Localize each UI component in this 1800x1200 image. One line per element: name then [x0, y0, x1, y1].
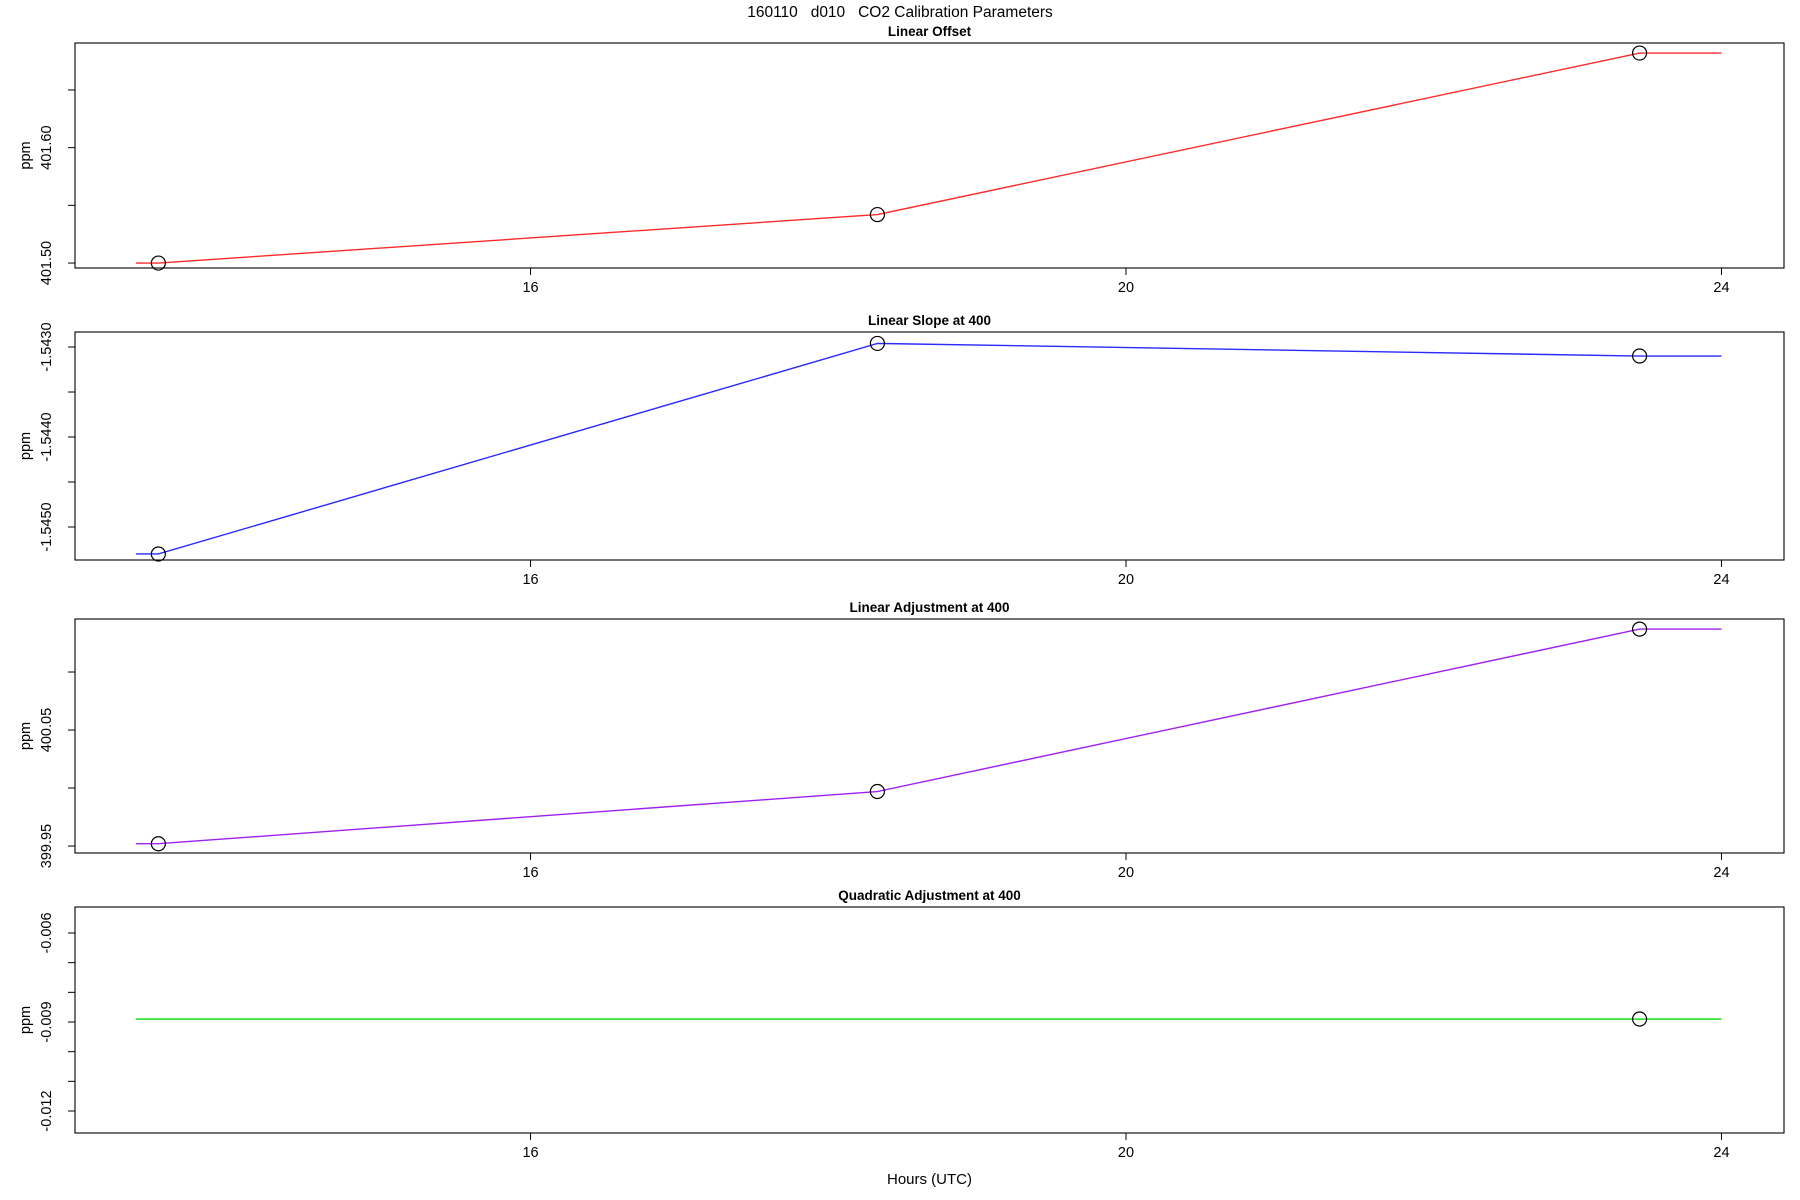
series-line [136, 628, 1722, 845]
y-tick-label: 401.60 [39, 125, 55, 169]
plot-border [74, 906, 1785, 1134]
page-title: 160110 d010 CO2 Calibration Parameters [747, 4, 1053, 21]
data-point-marker [869, 206, 885, 223]
x-tick-label: 16 [522, 1145, 538, 1161]
panel-title: Quadratic Adjustment at 400 [838, 888, 1021, 903]
panel-title: Linear Adjustment at 400 [849, 600, 1009, 615]
data-point-marker [150, 836, 166, 852]
data-point-marker [869, 335, 885, 352]
data-point-marker [1631, 45, 1648, 61]
x-tick-label: 20 [1118, 572, 1134, 588]
x-tick-label: 20 [1118, 865, 1134, 881]
series-line [136, 342, 1722, 555]
y-tick-label: 399.95 [39, 824, 55, 868]
data-point-marker [1631, 1011, 1648, 1027]
plot-border [74, 42, 1785, 269]
panel-quadratic-adjustment-at-400: Quadratic Adjustment at 400 ppm -0.012 -0.0… [18, 888, 1785, 1161]
data-point-marker [1631, 348, 1648, 364]
y-tick-label: 401.50 [39, 241, 55, 285]
x-tick-label: 24 [1713, 280, 1729, 296]
panel-linear-offset: Linear Offset ppm 401.50 401.60 16 20 24 [18, 24, 1785, 296]
series-line [136, 52, 1722, 264]
x-tick-label: 20 [1118, 1145, 1134, 1161]
x-tick-label: 16 [522, 280, 538, 296]
y-axis-label: ppm [18, 722, 34, 750]
x-tick-label: 24 [1713, 865, 1729, 881]
data-point-marker [150, 255, 166, 271]
plot-border [74, 331, 1785, 561]
y-axis-label: ppm [18, 141, 34, 169]
data-point-marker [150, 546, 166, 562]
y-tick-label: 400.05 [39, 708, 55, 752]
x-tick-label: 20 [1118, 280, 1134, 296]
y-tick-label: -0.006 [39, 912, 55, 953]
y-tick-label: -1.5440 [39, 412, 55, 461]
x-tick-label: 24 [1713, 1145, 1729, 1161]
y-tick-label: -0.012 [39, 1090, 55, 1131]
panel-linear-slope-at-400: Linear Slope at 400 ppm -1.5450 -1.5440 -1.5… [18, 313, 1785, 588]
plot-border [74, 618, 1785, 854]
x-tick-label: 16 [522, 865, 538, 881]
data-point-marker [1631, 621, 1648, 637]
x-tick-label: 16 [522, 572, 538, 588]
y-tick-label: -1.5430 [39, 322, 55, 371]
panel-title: Linear Offset [888, 24, 972, 39]
panel-linear-adjustment-at-400: Linear Adjustment at 400 ppm 399.95 400.05 1… [18, 600, 1785, 881]
data-point-marker [869, 783, 885, 800]
y-tick-label: -0.009 [39, 1001, 55, 1042]
y-axis-label: ppm [18, 1006, 34, 1034]
y-tick-label: -1.5450 [39, 502, 55, 551]
x-tick-label: 24 [1713, 572, 1729, 588]
x-axis-title: Hours (UTC) [887, 1171, 972, 1188]
panel-title: Linear Slope at 400 [868, 313, 991, 328]
y-axis-label: ppm [18, 432, 34, 460]
